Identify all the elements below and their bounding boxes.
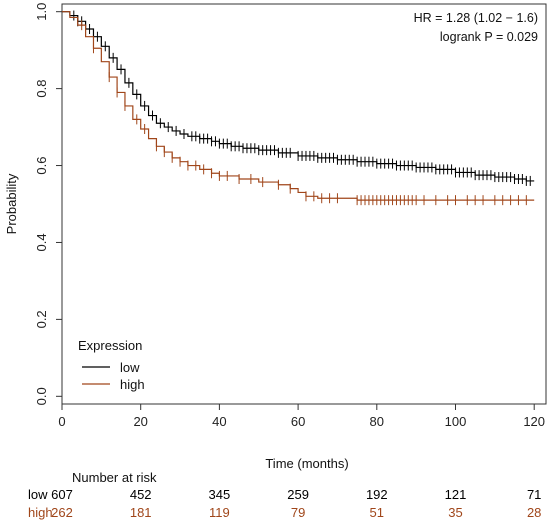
x-tick-label: 0 <box>58 414 65 429</box>
survival-curves <box>62 10 535 206</box>
y-tick-label: 0.2 <box>34 310 49 328</box>
risk-table-title: Number at risk <box>72 470 157 485</box>
risk-count-high: 181 <box>130 505 152 520</box>
y-tick-label: 0.4 <box>34 233 49 251</box>
x-tick-label: 20 <box>133 414 147 429</box>
risk-count-low: 259 <box>287 487 309 502</box>
x-tick-label: 120 <box>523 414 545 429</box>
risk-count-low: 452 <box>130 487 152 502</box>
risk-count-high: 262 <box>51 505 73 520</box>
x-tick-label: 60 <box>291 414 305 429</box>
risk-count-high: 35 <box>448 505 462 520</box>
y-tick-label: 1.0 <box>34 3 49 21</box>
risk-count-high: 51 <box>370 505 384 520</box>
risk-count-high: 79 <box>291 505 305 520</box>
y-tick-label: 0.8 <box>34 80 49 98</box>
risk-count-low: 121 <box>445 487 467 502</box>
hr-annotation: HR = 1.28 (1.02 − 1.6) <box>414 11 538 25</box>
y-tick-label: 0.6 <box>34 156 49 174</box>
risk-count-low: 345 <box>209 487 231 502</box>
logrank-annotation: logrank P = 0.029 <box>440 30 538 44</box>
x-tick-label: 80 <box>370 414 384 429</box>
legend: Expression low high <box>78 338 145 392</box>
legend-label-low: low <box>120 360 140 375</box>
risk-count-low: 192 <box>366 487 388 502</box>
plot-frame <box>61 3 547 405</box>
x-tick-label: 100 <box>445 414 467 429</box>
risk-count-low: 71 <box>527 487 541 502</box>
risk-row-label-high: high <box>28 505 53 520</box>
y-axis-title: Probability <box>4 173 19 234</box>
y-axis: 0.0 0.2 0.4 0.6 0.8 1.0 <box>34 3 62 405</box>
x-tick-label: 40 <box>212 414 226 429</box>
risk-count-high: 28 <box>527 505 541 520</box>
risk-row-label-low: low <box>28 487 48 502</box>
x-axis: 0 20 40 60 80 100 120 <box>58 404 545 429</box>
legend-title: Expression <box>78 338 142 353</box>
legend-label-high: high <box>120 377 145 392</box>
y-tick-label: 0.0 <box>34 387 49 405</box>
x-axis-title: Time (months) <box>265 456 348 471</box>
risk-count-low: 607 <box>51 487 73 502</box>
risk-count-high: 119 <box>209 505 230 520</box>
